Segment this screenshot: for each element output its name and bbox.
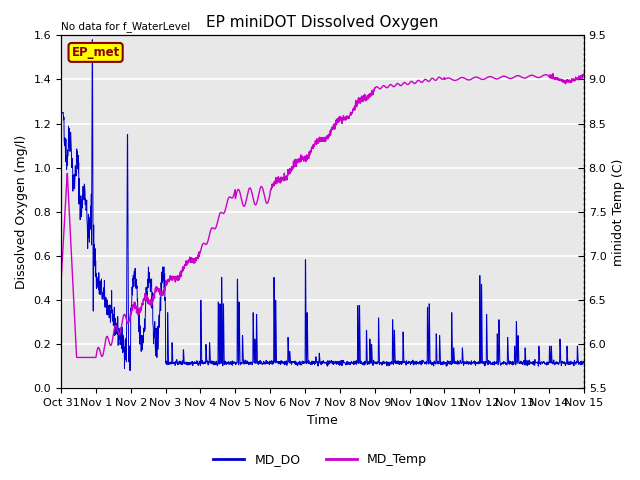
Y-axis label: minidot Temp (C): minidot Temp (C) (612, 158, 625, 265)
MD_DO (475, 361, 483, 367)
Text: No data for f_WaterLevel: No data for f_WaterLevel (61, 21, 190, 32)
MD_DO (57, 112, 65, 118)
MD_Temp (337, 116, 345, 122)
MD_DO (338, 360, 346, 366)
MD_Temp (204, 240, 211, 246)
MD_DO (580, 360, 588, 365)
Legend: MD_DO, MD_Temp: MD_DO, MD_Temp (208, 448, 432, 471)
MD_DO (126, 368, 134, 373)
MD_DO (88, 37, 96, 43)
MD_Temp (534, 75, 541, 81)
Y-axis label: Dissolved Oxygen (mg/l): Dissolved Oxygen (mg/l) (15, 135, 28, 289)
Line: MD_DO: MD_DO (61, 40, 584, 371)
MD_DO (349, 361, 357, 367)
MD_Temp (349, 107, 356, 113)
X-axis label: Time: Time (307, 414, 338, 427)
Title: EP miniDOT Dissolved Oxygen: EP miniDOT Dissolved Oxygen (206, 15, 438, 30)
MD_Temp (548, 74, 556, 80)
MD_Temp (474, 75, 482, 81)
MD_DO (534, 360, 542, 365)
Text: EP_met: EP_met (72, 46, 120, 59)
MD_Temp (549, 71, 557, 76)
MD_DO (204, 360, 211, 365)
MD_Temp (57, 279, 65, 285)
MD_DO (548, 359, 556, 365)
MD_Temp (580, 71, 588, 77)
MD_Temp (73, 355, 81, 360)
Line: MD_Temp: MD_Temp (61, 73, 584, 358)
